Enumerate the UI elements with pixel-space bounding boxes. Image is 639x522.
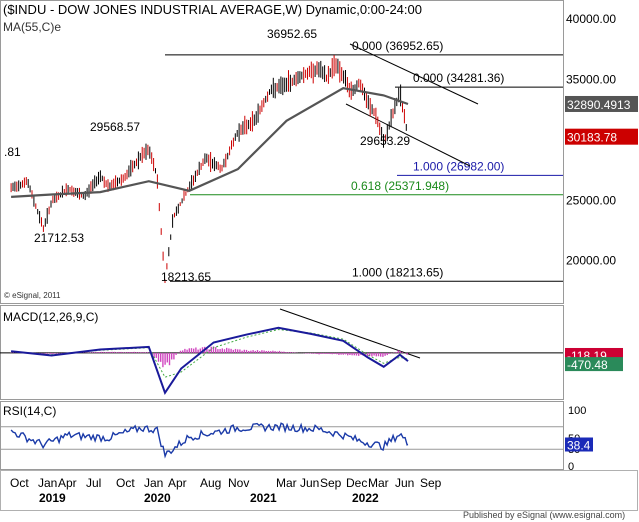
footer-text: Published by eSignal (www.esignal.com) (463, 510, 625, 520)
price-panel-frame (0, 0, 564, 304)
fib-levels: 0.000 (36952.65) 0.000 (34281.36) 1.000 (2… (165, 39, 563, 282)
price-series-layer (10, 55, 409, 284)
rsi-last-value: 38.4 (567, 438, 591, 452)
year-label: 2022 (352, 491, 379, 505)
price-last-value: 30183.78 (567, 131, 617, 145)
month-label: Oct (116, 476, 135, 490)
lower-trend-line (345, 103, 471, 167)
price-annotation: 36952.65 (267, 27, 317, 41)
rsi-axis-tick: 0 (568, 461, 574, 473)
month-label: Sep (420, 476, 442, 490)
price-axis-tick: 40000.00 (566, 12, 616, 26)
year-label: 2021 (250, 491, 277, 505)
macd-layer: MACD(12,26,9,C)-118.19-470.48 (0, 308, 623, 396)
copyright-text: © eSignal, 2011 (4, 291, 61, 300)
rsi-layer: RSI(14,C)1005030038.4 (0, 404, 593, 473)
month-label: Mar (368, 476, 389, 490)
price-annotation: 29653.29 (360, 134, 410, 148)
price-annotation: 29568.57 (90, 120, 140, 134)
price-axis-tick: 25000.00 (566, 193, 616, 207)
price-axis-tick: 20000.00 (566, 254, 616, 268)
macd-trend-line (279, 308, 421, 359)
macd-title: MACD(12,26,9,C) (3, 310, 98, 324)
price-annotations: 36952.65 29568.57 21712.53 18213.65 29653.29… (4, 27, 410, 284)
trend-lines (345, 43, 479, 167)
month-label: Apr (58, 476, 77, 490)
month-label: Dec (346, 476, 367, 490)
month-label: Jul (86, 476, 101, 490)
macd-line (10, 326, 409, 396)
rsi-line (10, 422, 409, 459)
ma-last-badge (565, 95, 638, 112)
price-axis: 40000.0035000.0030000.0025000.0020000.00… (565, 12, 638, 268)
year-label: 2020 (144, 491, 171, 505)
fib-level-label: 1.000 (18213.65) (352, 265, 443, 279)
time-axis-frame (0, 470, 638, 511)
month-label: Mar (276, 476, 297, 490)
rsi-panel-frame (0, 401, 564, 470)
fib-level-label: 1.000 (26982.00) (413, 159, 504, 173)
fib-level-label: 0.000 (34281.36) (413, 71, 504, 85)
fib-level-label: 0.000 (36952.65) (352, 39, 443, 53)
macd-last-value: -470.48 (567, 358, 608, 372)
price-axis-tick: 35000.00 (566, 72, 616, 86)
time-axis: Oct Jan Apr Jul Oct Jan Apr Aug Nov Mar Jun Sep Dec M… (10, 476, 442, 505)
rsi-title: RSI(14,C) (3, 404, 56, 418)
month-label: Nov (228, 476, 249, 490)
ma-label: MA(55,C)e (3, 20, 61, 34)
price-last-badge (565, 128, 638, 145)
month-label: Jun (395, 476, 414, 490)
month-label: Jan (38, 476, 57, 490)
upper-trend-line (349, 43, 479, 105)
macd-last-badge (565, 357, 623, 372)
year-label: 2019 (39, 491, 66, 505)
month-label: Aug (200, 476, 221, 490)
price-annotation: 21712.53 (34, 231, 84, 245)
month-label: Apr (168, 476, 187, 490)
ma-line (11, 87, 409, 198)
price-annotation: 18213.65 (161, 270, 211, 284)
rsi-axis-tick: 100 (568, 405, 586, 417)
price-annotation: .81 (4, 145, 21, 159)
ma-last-value: 32890.4913 (567, 98, 631, 112)
month-label: Sep (320, 476, 342, 490)
month-label: Jun (300, 476, 319, 490)
month-label: Oct (10, 476, 29, 490)
rsi-last-badge (565, 437, 593, 452)
month-label: Jan (144, 476, 163, 490)
chart-title: ($INDU - DOW JONES INDUSTRIAL AVERAGE,W)… (3, 2, 422, 17)
fib-level-label: 0.618 (25371.948) (351, 179, 449, 193)
